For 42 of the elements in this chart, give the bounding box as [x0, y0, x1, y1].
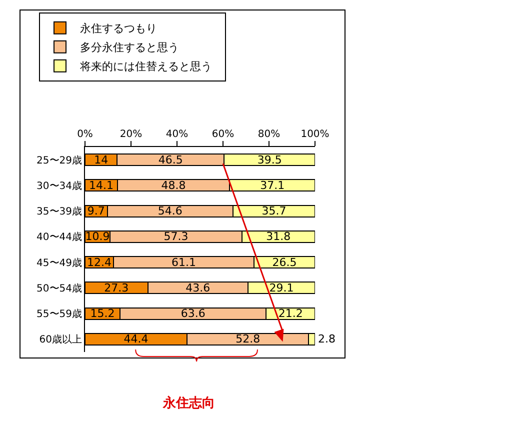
x-tick-label: 40%: [166, 129, 188, 140]
legend-label: 将来的には住替えると思う: [79, 60, 212, 74]
data-label: 52.8: [236, 332, 260, 346]
data-label: 63.6: [180, 307, 206, 320]
data-label: 14: [94, 153, 108, 166]
y-tick-label: 55〜59歳: [36, 308, 82, 320]
data-label: 12.4: [87, 256, 112, 269]
data-label: 14.1: [88, 178, 114, 192]
data-label: 29.1: [269, 281, 294, 294]
text: 永住志向: [162, 395, 215, 411]
y-tick-label: 40〜44歳: [36, 231, 82, 244]
y-tick-label: 45〜49歳: [36, 256, 82, 269]
legend-label: 永住するつもり: [80, 22, 157, 36]
data-label: 21.2: [278, 307, 303, 320]
y-tick-label: 60歳以上: [39, 334, 82, 346]
x-tick-label: 0%: [77, 129, 93, 140]
legend-label: 多分永住すると思う: [80, 41, 179, 54]
y-tick-label: 30〜34歳: [36, 180, 82, 192]
data-label: 46.5: [158, 153, 183, 166]
data-label: 44.4: [124, 332, 148, 346]
data-label: 9.7: [87, 204, 105, 218]
data-label: 31.8: [266, 230, 291, 244]
data-label: 54.6: [158, 204, 182, 218]
x-tick-label: 100%: [300, 129, 330, 140]
y-tick-label: 35〜39歳: [36, 206, 82, 218]
data-label: 48.8: [161, 178, 186, 192]
data-label: 57.3: [164, 230, 188, 244]
data-label: 2.8: [318, 332, 336, 346]
data-label: 43.6: [186, 281, 210, 294]
data-label: 10.9: [85, 230, 110, 244]
x-tick-label: 20%: [120, 129, 142, 140]
data-label: 26.5: [272, 256, 297, 269]
x-tick-label: 80%: [258, 129, 280, 140]
x-tick-label: 60%: [212, 129, 234, 140]
data-label: 39.5: [257, 153, 282, 166]
y-tick-label: 25〜29歳: [36, 154, 82, 166]
data-label: 35.7: [262, 204, 286, 218]
data-label: 61.1: [172, 256, 196, 269]
data-label: 15.2: [90, 307, 115, 320]
data-label: 27.3: [104, 281, 129, 294]
y-tick-label: 50〜54歳: [36, 282, 82, 294]
data-label: 37.1: [260, 178, 285, 192]
